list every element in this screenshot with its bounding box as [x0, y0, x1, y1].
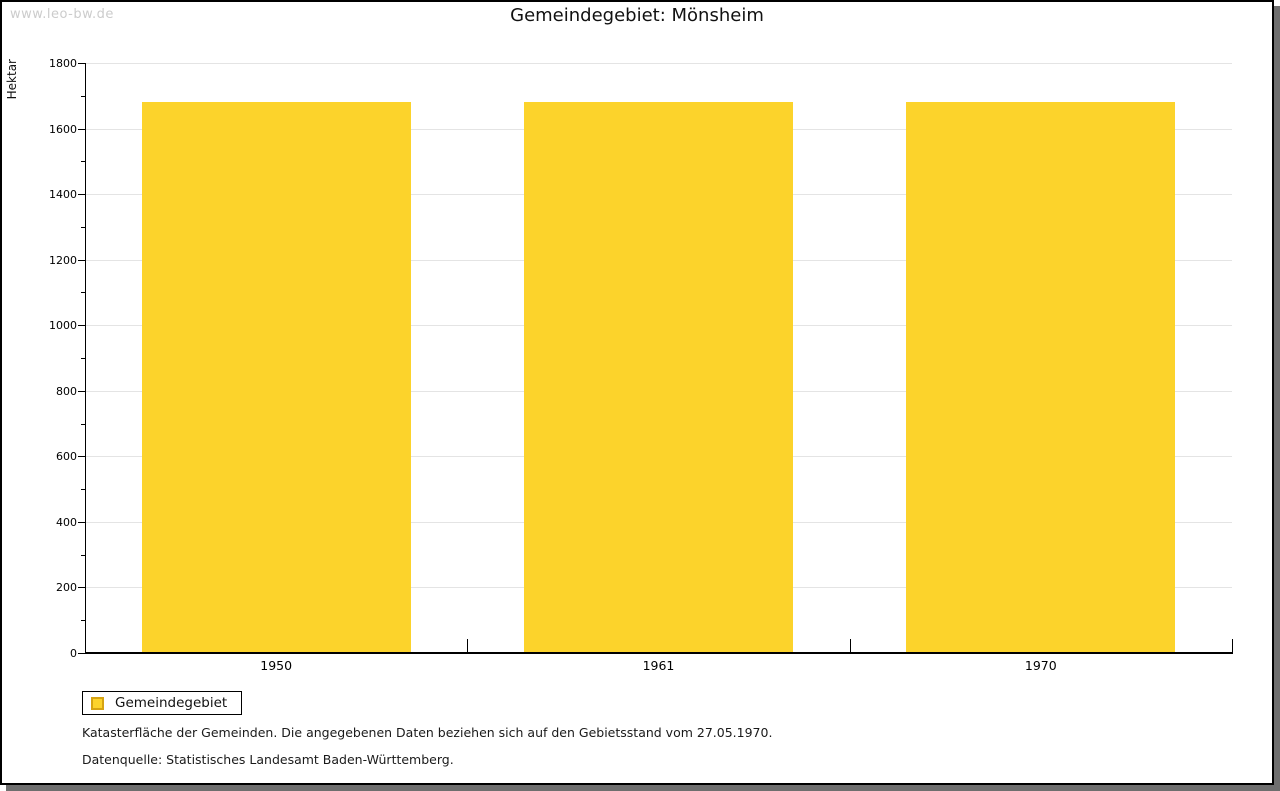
- bar: [141, 102, 411, 653]
- x-boundary-tick: [467, 639, 469, 652]
- y-tick-label: 1000: [49, 319, 77, 333]
- chart-canvas: www.leo-bw.de Gemeindegebiet: Mönsheim H…: [2, 2, 1272, 783]
- y-major-tick: [78, 587, 85, 589]
- watermark: www.leo-bw.de: [10, 7, 114, 22]
- legend-swatch-icon: [91, 696, 104, 710]
- y-tick-label: 600: [56, 450, 77, 464]
- x-tick-label: 1970: [1024, 658, 1057, 673]
- plot-area: 0 200 400 600 800 1000 1200 1400 1600 1800 1950 196…: [2, 2, 1272, 783]
- y-major-tick: [78, 259, 85, 261]
- y-major-tick: [78, 63, 85, 64]
- y-major-tick: [78, 653, 85, 654]
- y-minor-tick: [81, 95, 85, 97]
- x-axis-end-tick: [1232, 639, 1233, 652]
- y-major-tick: [78, 128, 85, 130]
- y-major-tick: [78, 325, 85, 327]
- y-tick-label: 400: [56, 515, 77, 529]
- y-minor-tick: [81, 161, 85, 163]
- footnote-source: Datenquelle: Statistisches Landesamt Bad…: [82, 752, 454, 767]
- x-tick-label: 1961: [642, 658, 675, 673]
- y-minor-tick: [81, 620, 85, 622]
- y-tick-label: 0: [70, 647, 77, 660]
- x-tick-label: 1950: [260, 658, 293, 673]
- y-axis-line: [85, 63, 86, 653]
- legend: Gemeindegebiet: [82, 691, 243, 715]
- y-minor-tick: [81, 423, 85, 425]
- y-minor-tick: [81, 489, 85, 491]
- y-tick-label: 1600: [49, 122, 77, 136]
- y-minor-tick: [81, 292, 85, 294]
- y-major-tick: [78, 194, 85, 196]
- y-major-tick: [78, 456, 85, 458]
- bar: [524, 102, 793, 653]
- y-tick-label: 1800: [49, 57, 77, 70]
- y-minor-tick: [81, 358, 85, 359]
- y-tick-label: 800: [56, 384, 77, 398]
- bar: [906, 102, 1176, 653]
- x-axis-line: [85, 652, 1233, 654]
- footnote-description: Katasterfläche der Gemeinden. Die angege…: [82, 725, 773, 740]
- legend-label: Gemeindegebiet: [115, 695, 228, 711]
- y-tick-label: 200: [56, 581, 77, 595]
- y-minor-tick: [81, 226, 85, 228]
- chart-title: Gemeindegebiet: Mönsheim: [510, 5, 764, 26]
- y-major-tick: [78, 521, 85, 523]
- gridline: [85, 63, 1232, 64]
- y-major-tick: [78, 390, 85, 392]
- y-minor-tick: [81, 554, 85, 556]
- x-boundary-tick: [849, 639, 851, 652]
- y-tick-label: 1200: [49, 253, 77, 267]
- y-tick-label: 1400: [49, 188, 77, 202]
